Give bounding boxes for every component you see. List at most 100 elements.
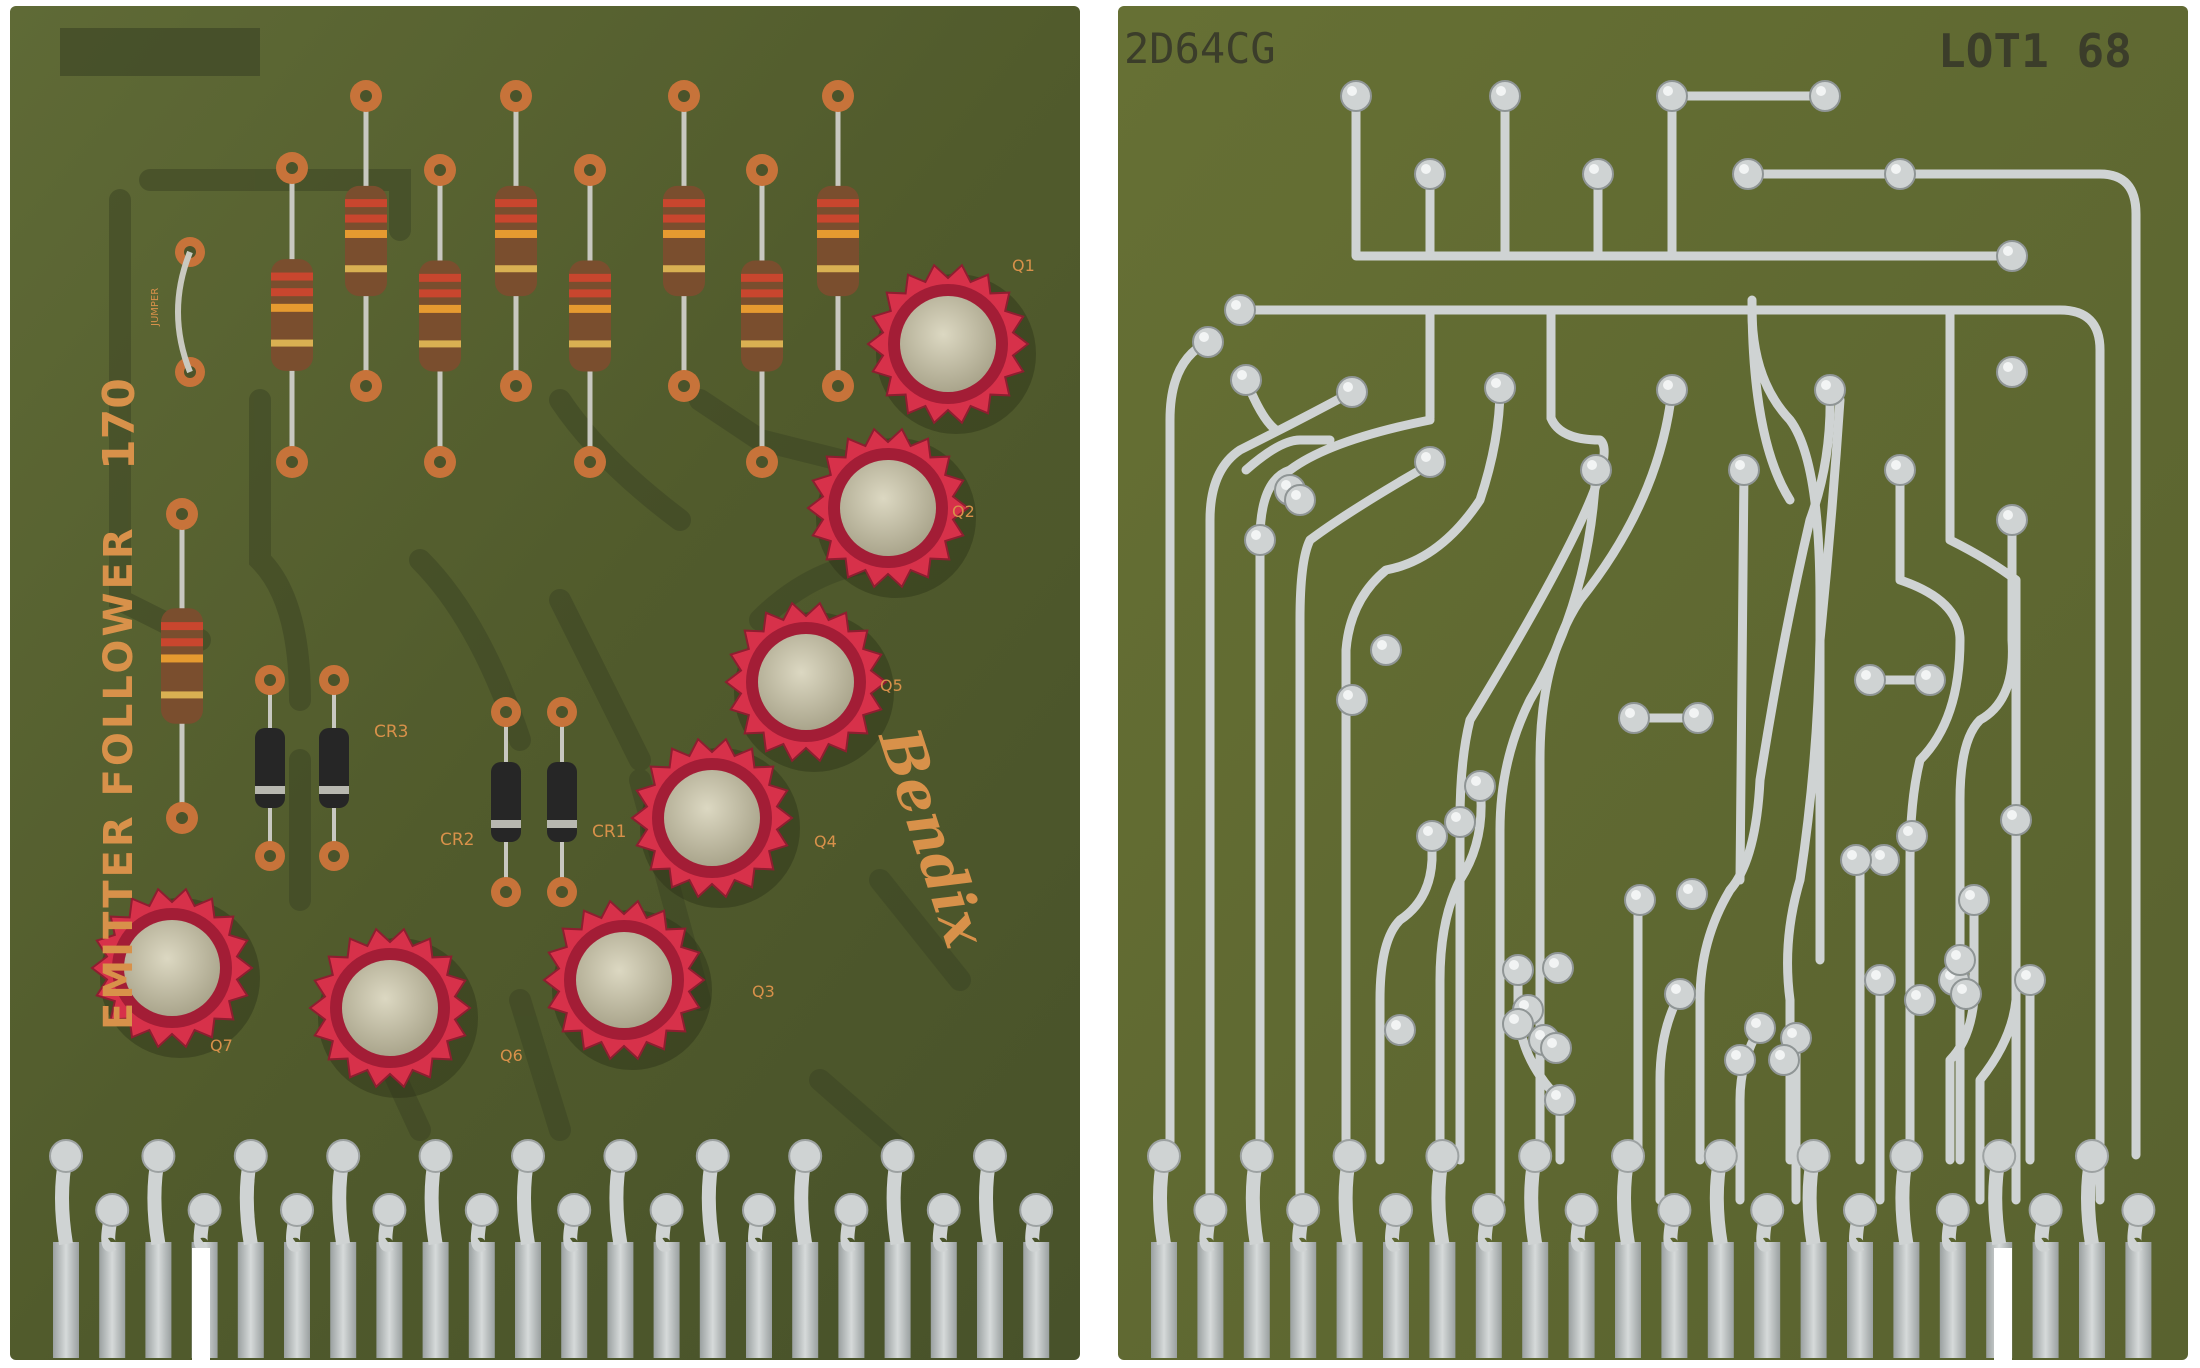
finger-pad	[1889, 1139, 1924, 1173]
edge-finger	[1383, 1242, 1409, 1358]
diode-hole	[264, 850, 276, 862]
resistor-band	[161, 654, 203, 663]
edge-finger	[330, 1242, 357, 1358]
solder-pad	[1370, 634, 1402, 666]
diode-body	[547, 762, 577, 842]
finger-pad	[141, 1139, 176, 1173]
solder-pad	[1224, 294, 1256, 326]
finger-pad	[1518, 1139, 1553, 1173]
finger-pad	[880, 1139, 915, 1173]
finger-pad	[1611, 1139, 1645, 1173]
solder-highlight	[1551, 1090, 1561, 1100]
solder-pad	[1914, 664, 1946, 696]
edge-finger	[1475, 1242, 1502, 1358]
solder-pad	[1502, 1008, 1534, 1040]
resistor-band	[663, 229, 705, 238]
solder-highlight	[1423, 826, 1433, 836]
diode-band	[547, 820, 577, 828]
resistor-hole	[360, 380, 372, 392]
edge-finger	[1615, 1242, 1641, 1358]
solder-highlight	[1739, 164, 1749, 174]
resistor-band	[495, 214, 537, 223]
solder-pad	[1664, 978, 1696, 1010]
solder-highlight	[1491, 378, 1501, 388]
solder-highlight	[1683, 884, 1693, 894]
resistor-band	[741, 340, 783, 348]
transistor-can	[900, 296, 996, 392]
finger-pad	[326, 1139, 361, 1173]
solder-pad	[1582, 158, 1614, 190]
solder-pad	[1624, 884, 1656, 916]
resistor-band	[419, 304, 461, 313]
resistor-band	[345, 214, 387, 223]
edge-finger	[1847, 1242, 1873, 1358]
solder-pad	[1544, 1084, 1576, 1116]
solder-pad	[1230, 364, 1262, 396]
transistor-can	[664, 770, 760, 866]
solder-highlight	[1891, 164, 1901, 174]
solder-highlight	[1775, 1050, 1785, 1060]
edge-finger	[1023, 1242, 1050, 1358]
solder-pad	[1868, 844, 1900, 876]
resistor-band	[663, 265, 705, 273]
edge-finger	[145, 1242, 172, 1358]
finger-pad	[1239, 1139, 1274, 1173]
solder-pad	[1996, 504, 2028, 536]
resistor-hole	[756, 164, 768, 176]
finger-pad	[187, 1193, 222, 1227]
diode-hole	[264, 674, 276, 686]
finger-pad	[1193, 1193, 1228, 1227]
solder-highlight	[1751, 1018, 1761, 1028]
front-board-tape-mark	[60, 28, 260, 76]
solder-pad	[1884, 158, 1916, 190]
solder-highlight	[1421, 452, 1431, 462]
edge-finger	[376, 1242, 403, 1358]
solder-pad	[1996, 356, 2028, 388]
solder-pad	[2014, 964, 2046, 996]
edge-finger	[977, 1242, 1003, 1358]
diode-hole	[500, 706, 512, 718]
solder-pad	[1414, 158, 1446, 190]
solder-pad	[1768, 1044, 1800, 1076]
edge-finger	[2125, 1242, 2152, 1358]
solder-highlight	[1549, 958, 1559, 968]
solder-pad	[1904, 984, 1936, 1016]
solder-pad	[1192, 326, 1224, 358]
resistor-band	[345, 229, 387, 238]
resistor-hole	[360, 90, 372, 102]
solder-pad	[1416, 820, 1448, 852]
resistor-band	[419, 340, 461, 348]
resistor-band	[817, 265, 859, 273]
solder-highlight	[1251, 530, 1261, 540]
edge-finger	[422, 1242, 449, 1358]
finger-pad	[1379, 1193, 1413, 1227]
solder-pad	[1744, 1012, 1776, 1044]
resistor-band	[569, 304, 611, 313]
resistor-band	[663, 214, 705, 223]
finger-pad	[280, 1193, 314, 1227]
solder-pad	[1384, 1014, 1416, 1046]
solder-highlight	[1547, 1038, 1557, 1048]
resistor-band	[271, 303, 313, 312]
solder-pad	[1336, 376, 1368, 408]
jumper-wire	[175, 237, 205, 387]
solder-pad	[1884, 454, 1916, 486]
finger-pad	[1019, 1193, 1054, 1227]
finger-pad	[2075, 1139, 2109, 1173]
solder-highlight	[1689, 708, 1699, 718]
finger-pad	[1703, 1139, 1738, 1173]
back-edge-connector	[1147, 1139, 2156, 1358]
edge-finger	[1290, 1242, 1317, 1358]
edge-finger	[2032, 1242, 2059, 1358]
solder-highlight	[1509, 1014, 1519, 1024]
resistor-hole	[584, 164, 596, 176]
diode-band	[319, 786, 349, 794]
solder-pad	[1340, 80, 1372, 112]
finger-pad	[95, 1193, 130, 1227]
edge-finger	[237, 1242, 264, 1358]
jumper-label: JUMPER	[150, 287, 161, 326]
transistor-can	[576, 932, 672, 1028]
solder-pad	[1336, 684, 1368, 716]
solder-pad	[1814, 374, 1846, 406]
edge-finger	[1939, 1242, 1966, 1358]
